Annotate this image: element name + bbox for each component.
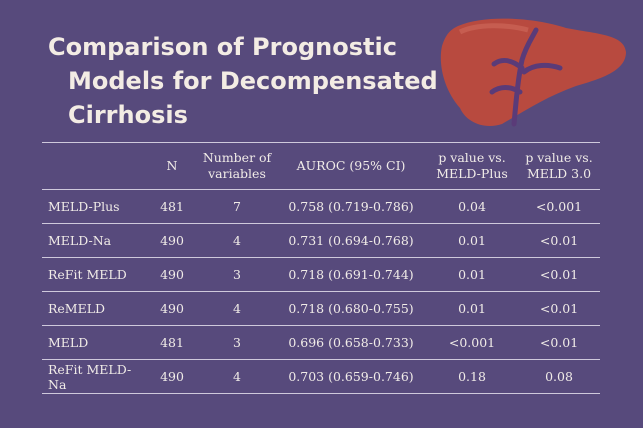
table-cell: 0.718 (0.680-0.755) [276, 291, 426, 326]
table-cell: 0.01 [426, 291, 518, 326]
column-header [42, 142, 146, 190]
comparison-table: N Number of variables AUROC (95% CI) p valu… [42, 142, 600, 394]
model-name: ReFit MELD [42, 257, 146, 292]
table-cell: 4 [198, 223, 276, 258]
table-cell: 0.758 (0.719-0.786) [276, 189, 426, 224]
column-header: p value vs. MELD 3.0 [518, 142, 600, 190]
table-cell: 7 [198, 189, 276, 224]
table-cell: <0.01 [518, 325, 600, 360]
table-row: ReFit MELD-Na 490 4 0.703 (0.659-0.746) 0.18… [42, 359, 600, 394]
title-line: Models for Decompensated [68, 67, 438, 95]
column-header: AUROC (95% CI) [276, 142, 426, 190]
model-name: MELD-Plus [42, 189, 146, 224]
title-line: Cirrhosis [68, 101, 188, 129]
column-header: p value vs. MELD-Plus [426, 142, 518, 190]
page-title: Comparison of Prognostic Models for Deco… [48, 30, 438, 132]
table-row: ReFit MELD 490 3 0.718 (0.691-0.744) 0.01 <0.… [42, 257, 600, 292]
table-cell: 490 [146, 291, 198, 326]
table-cell: 0.01 [426, 257, 518, 292]
table-cell: 4 [198, 359, 276, 394]
table-cell: 481 [146, 325, 198, 360]
model-name: ReMELD [42, 291, 146, 326]
model-name: MELD [42, 325, 146, 360]
table-cell: 0.703 (0.659-0.746) [276, 359, 426, 394]
liver-icon [440, 18, 626, 127]
table-cell: <0.001 [518, 189, 600, 224]
table-cell: 3 [198, 325, 276, 360]
table-cell: 481 [146, 189, 198, 224]
column-header: N [146, 142, 198, 190]
table-cell: <0.001 [426, 325, 518, 360]
table-cell: 490 [146, 257, 198, 292]
table-cell: <0.01 [518, 223, 600, 258]
table-cell: 0.08 [518, 359, 600, 394]
table-cell: 0.718 (0.691-0.744) [276, 257, 426, 292]
table-cell: 0.01 [426, 223, 518, 258]
table-cell: 490 [146, 223, 198, 258]
table-row: ReMELD 490 4 0.718 (0.680-0.755) 0.01 <0.01 [42, 291, 600, 326]
table-cell: 3 [198, 257, 276, 292]
table-cell: <0.01 [518, 291, 600, 326]
table-cell: 0.731 (0.694-0.768) [276, 223, 426, 258]
table-cell: 490 [146, 359, 198, 394]
table-cell: 0.04 [426, 189, 518, 224]
table-row: MELD-Na 490 4 0.731 (0.694-0.768) 0.01 <0.01 [42, 223, 600, 258]
table-cell: 0.696 (0.658-0.733) [276, 325, 426, 360]
table-cell: <0.01 [518, 257, 600, 292]
model-name: ReFit MELD-Na [42, 359, 146, 394]
table-cell: 4 [198, 291, 276, 326]
model-name: MELD-Na [42, 223, 146, 258]
table-cell: 0.18 [426, 359, 518, 394]
title-line: Comparison of Prognostic [48, 33, 397, 61]
table-row: MELD-Plus 481 7 0.758 (0.719-0.786) 0.04 <0.0… [42, 189, 600, 224]
table-row: MELD 481 3 0.696 (0.658-0.733) <0.001 <0.01 [42, 325, 600, 360]
column-header: Number of variables [198, 142, 276, 190]
